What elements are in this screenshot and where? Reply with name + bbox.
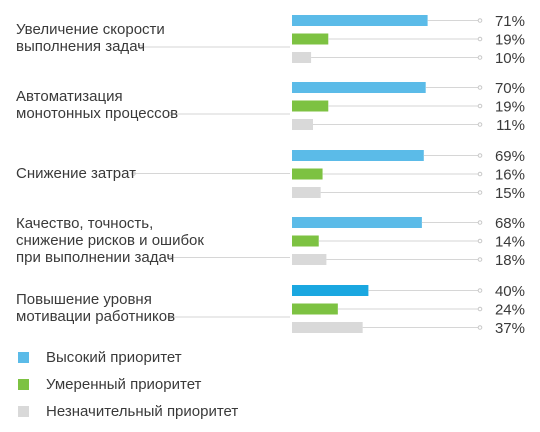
data-label: 18% <box>495 252 525 269</box>
data-label: 10% <box>495 50 525 67</box>
data-label: 68% <box>495 215 525 232</box>
bar <box>292 254 327 265</box>
bar <box>292 15 428 26</box>
data-label: 11% <box>496 117 525 134</box>
bar <box>292 168 323 180</box>
bar <box>292 119 314 130</box>
value-leader-dot <box>477 18 483 23</box>
value-leader-dot <box>477 238 483 244</box>
bar <box>292 322 363 333</box>
value-leader-dot <box>477 325 483 330</box>
bar <box>292 285 369 296</box>
value-leader-dot <box>477 122 483 127</box>
data-label: 70% <box>495 80 525 97</box>
value-leader-dot <box>477 85 483 90</box>
data-label: 69% <box>495 148 525 165</box>
category-leader-dot <box>131 171 136 176</box>
data-label: 24% <box>495 302 525 319</box>
value-leader-dot <box>477 36 483 42</box>
category-leader-dot <box>167 255 173 260</box>
category-label: Повышение уровня мотивации работников <box>16 291 176 325</box>
legend-swatch <box>18 352 29 363</box>
value-leader-dot <box>477 306 483 312</box>
bar <box>292 82 426 93</box>
bar <box>292 100 329 112</box>
legend-label: Умеренный приоритет <box>46 376 202 393</box>
data-label: 15% <box>495 185 525 202</box>
category-label: Автоматизация монотонных процессов <box>16 88 179 122</box>
legend-label: Незначительный приоритет <box>46 403 239 420</box>
category-label: Качество, точность, снижение рисков и оши… <box>16 214 204 266</box>
value-leader-dot <box>477 153 483 158</box>
value-leader-dot <box>477 220 483 225</box>
bar <box>292 187 321 198</box>
data-label: 71% <box>495 13 525 30</box>
category-leader-dot <box>167 314 173 320</box>
data-label: 40% <box>495 283 525 300</box>
category-leader-dot <box>138 44 144 50</box>
data-label: 37% <box>495 320 525 337</box>
category-label: Снижение затрат <box>16 164 137 182</box>
value-leader-dot <box>477 257 483 262</box>
category-label: Увеличение скорости выполнения задач <box>16 21 165 55</box>
category-leader-dot <box>167 111 173 117</box>
bar <box>292 217 422 228</box>
bar <box>292 150 424 161</box>
value-leader-dot <box>477 171 483 177</box>
data-label: 19% <box>495 99 525 116</box>
legend-swatch <box>18 406 29 417</box>
legend-swatch <box>18 379 29 390</box>
bar <box>292 235 319 247</box>
bar <box>292 52 312 63</box>
value-leader-dot <box>477 288 483 293</box>
value-leader-dot <box>477 190 483 195</box>
data-label: 16% <box>495 167 525 184</box>
value-leader-dot <box>477 103 483 109</box>
bar <box>292 33 329 45</box>
value-leader-dot <box>477 55 483 60</box>
legend-label: Высокий приоритет <box>46 349 182 366</box>
data-label: 19% <box>495 32 525 49</box>
bar <box>292 303 338 315</box>
data-label: 14% <box>495 234 525 251</box>
